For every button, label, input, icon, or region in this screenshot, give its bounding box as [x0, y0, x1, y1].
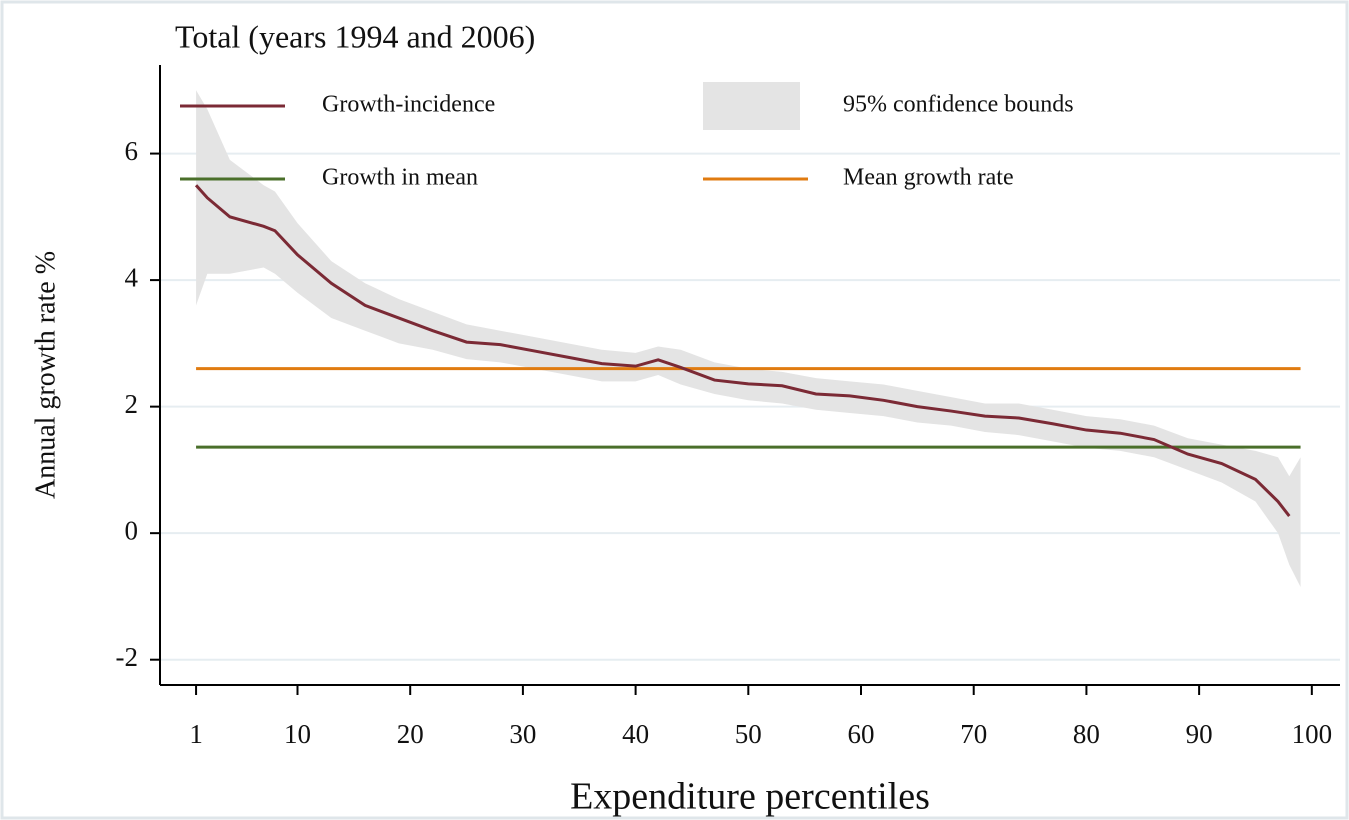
chart-title: Total (years 1994 and 2006) — [175, 18, 535, 54]
x-tick-label: 60 — [848, 719, 875, 749]
x-tick-label: 20 — [397, 719, 424, 749]
confidence-band — [196, 90, 1301, 587]
y-tick-label: 6 — [125, 136, 139, 166]
x-tick-label: 10 — [284, 719, 311, 749]
x-tick-label: 30 — [509, 719, 536, 749]
x-tick-label: 50 — [735, 719, 762, 749]
y-tick-label: 4 — [125, 262, 139, 292]
x-tick-label: 40 — [622, 719, 649, 749]
y-tick-label: 2 — [125, 389, 139, 419]
legend-label: 95% confidence bounds — [843, 92, 1074, 118]
y-axis-label: Annual growth rate % — [30, 251, 61, 499]
x-axis-label: Expenditure percentiles — [570, 776, 930, 818]
legend-label: Mean growth rate — [843, 165, 1014, 191]
legend-label: Growth-incidence — [322, 92, 495, 118]
x-tick-label: 70 — [960, 719, 987, 749]
legend-swatch — [703, 82, 800, 130]
y-tick-label: -2 — [116, 642, 139, 672]
x-tick-label: 1 — [189, 719, 203, 749]
x-tick-label: 90 — [1186, 719, 1213, 749]
growth-line — [194, 184, 1291, 518]
y-tick-label: 0 — [125, 515, 139, 545]
x-tick-label: 80 — [1073, 719, 1100, 749]
legend-label: Growth in mean — [322, 165, 478, 191]
x-tick-label: 100 — [1292, 719, 1333, 749]
